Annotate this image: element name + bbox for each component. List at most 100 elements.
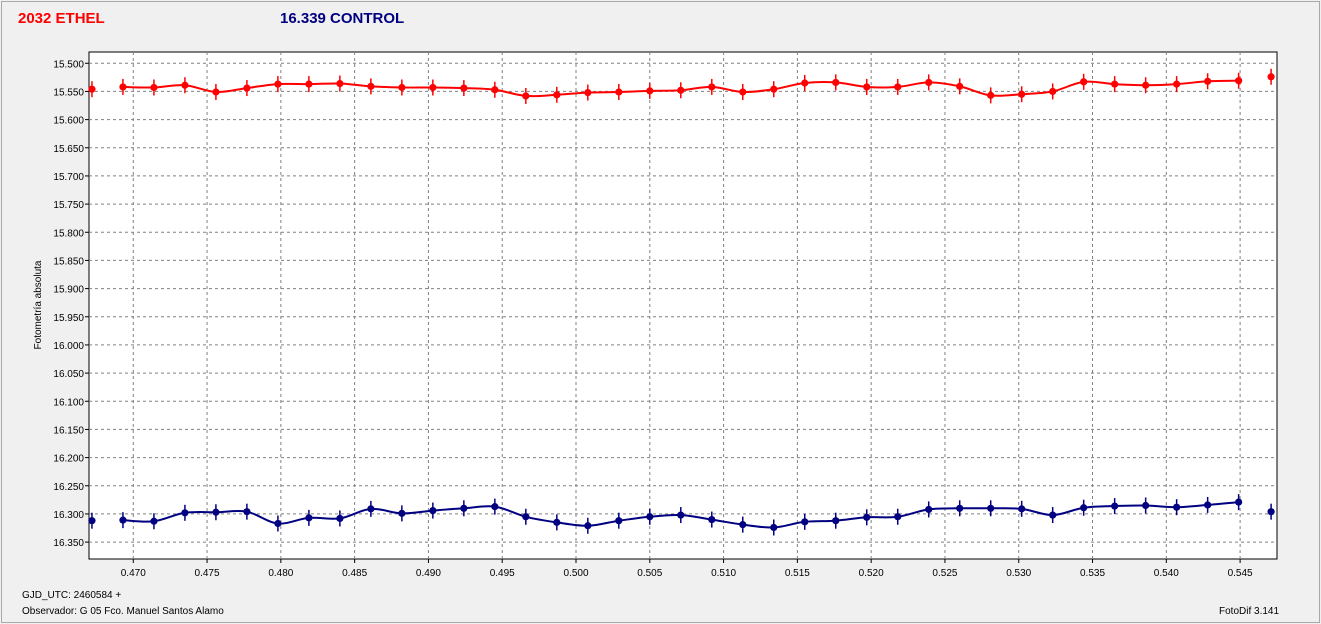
x-tick-label: 0.475 [195, 568, 220, 579]
data-point [1049, 87, 1057, 96]
data-point [460, 504, 468, 512]
x-tick-label: 0.510 [711, 568, 736, 579]
data-point [1267, 508, 1275, 516]
data-point [274, 519, 282, 528]
data-point [677, 86, 685, 94]
y-tick-label: 15.800 [53, 228, 84, 239]
x-tick-label: 0.535 [1080, 568, 1105, 579]
data-point [925, 78, 933, 87]
data-point [1018, 505, 1026, 513]
data-point [491, 86, 499, 94]
data-point [584, 522, 592, 530]
data-point [646, 513, 654, 521]
y-tick-label: 16.250 [53, 482, 84, 493]
x-tick-label: 0.480 [268, 568, 293, 579]
data-point [1235, 77, 1243, 85]
data-point [553, 518, 561, 526]
data-point [832, 78, 840, 87]
data-point [739, 521, 747, 529]
data-point [1111, 502, 1119, 510]
data-point [987, 504, 995, 512]
data-point [119, 83, 127, 91]
data-point [150, 83, 158, 92]
x-tick-label: 0.490 [416, 568, 441, 579]
x-tick-label: 0.540 [1154, 568, 1179, 579]
observer-label: Observador: G 05 Fco. Manuel Santos Alam… [22, 606, 224, 617]
data-point [1018, 90, 1026, 98]
data-point [212, 88, 220, 96]
data-point [367, 82, 375, 90]
x-tick-label: 0.530 [1006, 568, 1031, 579]
y-tick-label: 15.950 [53, 313, 84, 324]
y-axis-label: Fotometría absoluta [33, 260, 44, 349]
x-tick-label: 0.500 [563, 568, 588, 579]
y-tick-label: 15.750 [53, 200, 84, 211]
data-point [956, 82, 964, 90]
data-point [1173, 80, 1181, 88]
data-point [1080, 504, 1088, 512]
data-point [925, 505, 933, 514]
data-point [1204, 77, 1212, 85]
data-point [708, 83, 716, 91]
y-tick-label: 15.850 [53, 256, 84, 267]
data-point [708, 515, 716, 524]
y-tick-label: 15.900 [53, 285, 84, 296]
data-point [894, 83, 902, 91]
data-point [677, 511, 685, 519]
data-point [739, 88, 747, 96]
data-point [1049, 511, 1057, 519]
data-point [646, 87, 654, 95]
legend-series-1: 2032 ETHEL [18, 10, 105, 27]
data-point [119, 516, 127, 524]
x-tick-label: 0.520 [859, 568, 884, 579]
data-point [305, 514, 313, 522]
y-tick-label: 16.150 [53, 425, 84, 436]
y-tick-label: 15.650 [53, 144, 84, 155]
x-tick-label: 0.470 [121, 568, 146, 579]
data-point [88, 517, 96, 525]
y-tick-label: 15.500 [53, 59, 84, 70]
data-point [305, 80, 313, 88]
data-point [1204, 501, 1212, 509]
data-point [243, 84, 251, 92]
data-point [801, 79, 809, 87]
plot-area [88, 51, 1278, 560]
data-point [1080, 78, 1088, 86]
legend-series-2: 16.339 CONTROL [280, 10, 405, 27]
x-axis: 0.470 0.475 0.480 0.485 0.490 0.495 0.500 0.505… [121, 559, 1253, 579]
x-tick-label: 0.495 [490, 568, 515, 579]
y-tick-label: 15.700 [53, 172, 84, 183]
data-point [181, 81, 189, 89]
y-tick-label: 16.100 [53, 397, 84, 408]
data-point [367, 505, 375, 513]
grid [89, 52, 1277, 559]
y-tick-label: 15.600 [53, 116, 84, 127]
y-tick-label: 16.350 [53, 538, 84, 549]
data-point [522, 513, 530, 521]
data-point [88, 85, 96, 93]
x-tick-label: 0.515 [785, 568, 810, 579]
y-tick-label: 16.000 [53, 341, 84, 352]
data-point [460, 84, 468, 92]
data-point [150, 517, 158, 525]
data-point [1142, 501, 1150, 510]
x-tick-label: 0.485 [342, 568, 367, 579]
data-point [1111, 80, 1119, 88]
data-point [429, 83, 437, 92]
data-point [522, 92, 530, 100]
data-point [956, 504, 964, 512]
data-point [243, 508, 251, 516]
data-point [863, 513, 871, 521]
data-point [1235, 498, 1243, 506]
data-point [212, 508, 220, 516]
data-point [491, 503, 499, 511]
data-point [770, 85, 778, 93]
data-point [553, 91, 561, 99]
data-point [770, 523, 778, 532]
y-axis: 15.500 15.550 15.600 15.650 15.700 15.750 15.8… [53, 59, 89, 549]
data-point [1142, 81, 1150, 89]
data-point [801, 518, 809, 526]
y-tick-label: 16.200 [53, 454, 84, 465]
data-point [398, 83, 406, 92]
